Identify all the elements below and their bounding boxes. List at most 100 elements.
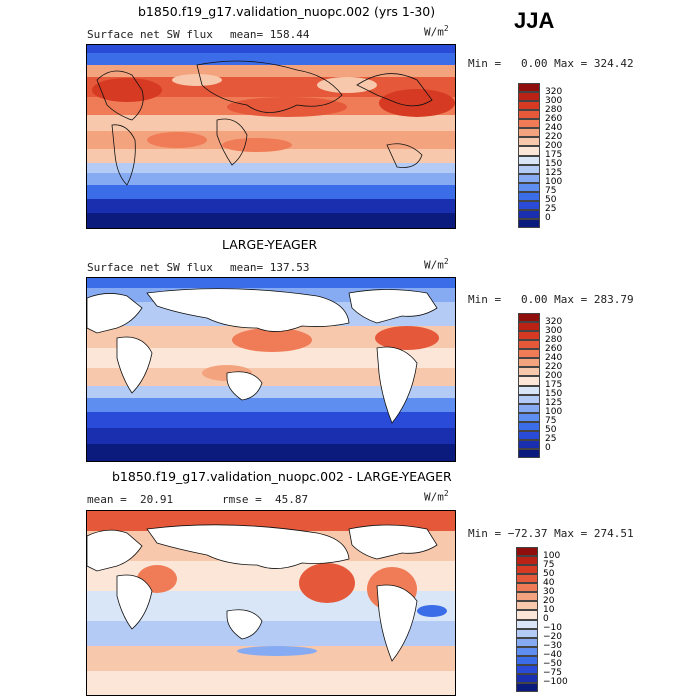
colorbar-swatch [516,547,538,557]
colorbar-tick-label: −75 [543,668,562,679]
colorbar-tick-label: −30 [543,641,562,652]
land-masks [87,288,438,424]
colorbar-tick-label: 75 [543,559,555,570]
colorbar-tick-label: 175 [545,150,563,160]
panel3-max-value: 274.51 [593,527,634,540]
panel3-rmse-label: rmse = 45.87 [222,493,309,506]
colorbar-tick-label: 220 [545,131,563,142]
panel1-title: b1850.f19_g17.validation_nuopc.002 (yrs … [138,4,436,19]
colorbar-swatch [518,200,540,210]
colorbar-tick-label: 200 [545,370,563,381]
panel2-variable-label: Surface net SW flux [87,261,213,274]
colorbar-swatch [516,556,538,566]
colorbar-tick-label: 175 [545,380,563,390]
colorbar-swatch [518,403,540,413]
colorbar-swatch [518,448,540,458]
colorbar-swatch [518,340,540,350]
colorbar-swatch [518,439,540,449]
panel1-max-value: 324.42 [593,57,634,70]
colorbar-swatch [518,191,540,201]
cool-blob [417,605,447,617]
warm-blob [222,138,292,152]
panel1-minmax: Min = 0.00 Max = 324.42 [468,57,634,70]
panel1-min-value: 0.00 [521,57,548,70]
colorbar-tick-label: 25 [545,204,557,215]
colorbar-swatch [518,164,540,174]
panel2-title: LARGE-YEAGER [222,237,318,252]
colorbar-tick-label: 50 [545,195,557,206]
colorbar-tick-label: 30 [543,586,555,597]
colorbar-swatch [518,421,540,431]
colorbar-swatch [516,628,538,638]
colorbar-tick-label: 320 [545,316,563,327]
colorbar-swatch [518,119,540,129]
colorbar-swatch [516,637,538,647]
colorbar-tick-label: −20 [543,632,562,643]
colorbar-swatch [518,128,540,138]
warm-blob [147,132,207,148]
panel3-title: b1850.f19_g17.validation_nuopc.002 - LAR… [112,469,452,484]
colorbar-tick-label: 200 [545,140,563,151]
colorbar-tick-label: −40 [543,650,562,661]
panel3-mean-value: 20.91 [140,493,174,506]
panel2-mean-value: 137.53 [269,261,310,274]
panel2-min-value: 0.00 [521,293,548,306]
panel2-map [86,277,456,462]
colorbar-tick-label: 0 [543,614,549,624]
colorbar-swatch [516,664,538,674]
panel3-map [86,510,456,696]
coastlines [96,60,433,186]
colorbar-swatch [518,394,540,404]
colorbar-swatch [518,182,540,192]
colorbar-swatch [518,209,540,219]
colorbar-tick-label: 150 [545,159,563,170]
panel2-minmax: Min = 0.00 Max = 283.79 [468,293,634,306]
panel2-colorbar: 320 300 280 260 240 220 200 175 150 125 100 75 50 25 0 [518,313,598,458]
colorbar-swatch [518,137,540,147]
colorbar-swatch [516,655,538,665]
colorbar-tick-label: 240 [545,352,563,363]
colorbar-swatch [518,146,540,156]
band [87,65,455,77]
colorbar-tick-label: 100 [545,177,563,188]
panel1-map [86,44,456,229]
colorbar-tick-label: 260 [545,113,563,124]
colorbar-swatch [518,218,540,228]
colorbar-tick-label: 280 [545,334,563,345]
colorbar-tick-label: 100 [543,550,561,561]
colorbar-swatch [518,412,540,422]
colorbar-swatch [518,385,540,395]
colorbar-swatch [518,376,540,386]
colorbar-tick-label: 300 [545,95,563,106]
colorbar-swatch [518,83,540,93]
panel2-map-svg [87,278,455,461]
colorbar-swatch [516,682,538,692]
colorbar-swatch [518,110,540,120]
band [87,149,455,163]
panel2-mean-label: mean= 137.53 [230,261,310,274]
panel1-mean-label: mean= 158.44 [230,28,310,41]
warm-blob [92,78,162,102]
band [87,671,455,695]
band [87,213,455,228]
warm-blob [379,89,455,117]
panel3-units: W/m2 [424,489,449,504]
colorbar-swatch [518,322,540,332]
colorbar-swatch [516,673,538,683]
colorbar-swatch [518,313,540,323]
colorbar-tick-label: 20 [543,595,555,606]
panel3-colorbar: 100 75 50 40 30 20 10 0 −10 −20 −30 −40 −50 −75 −100 [516,547,596,692]
colorbar-swatch [516,574,538,584]
colorbar-tick-label: −100 [543,677,568,688]
colorbar-tick-label: 220 [545,361,563,372]
colorbar-swatch [516,592,538,602]
colorbar-tick-label: 125 [545,398,563,409]
colorbar-tick-label: 50 [545,425,557,436]
colorbar-swatch [516,610,538,620]
band [87,185,455,199]
colorbar-tick-label: −50 [543,659,562,670]
colorbar-tick-label: 300 [545,325,563,336]
cloud-blob [317,77,377,93]
colorbar-tick-label: 260 [545,343,563,354]
colorbar-tick-label: 25 [545,434,557,445]
